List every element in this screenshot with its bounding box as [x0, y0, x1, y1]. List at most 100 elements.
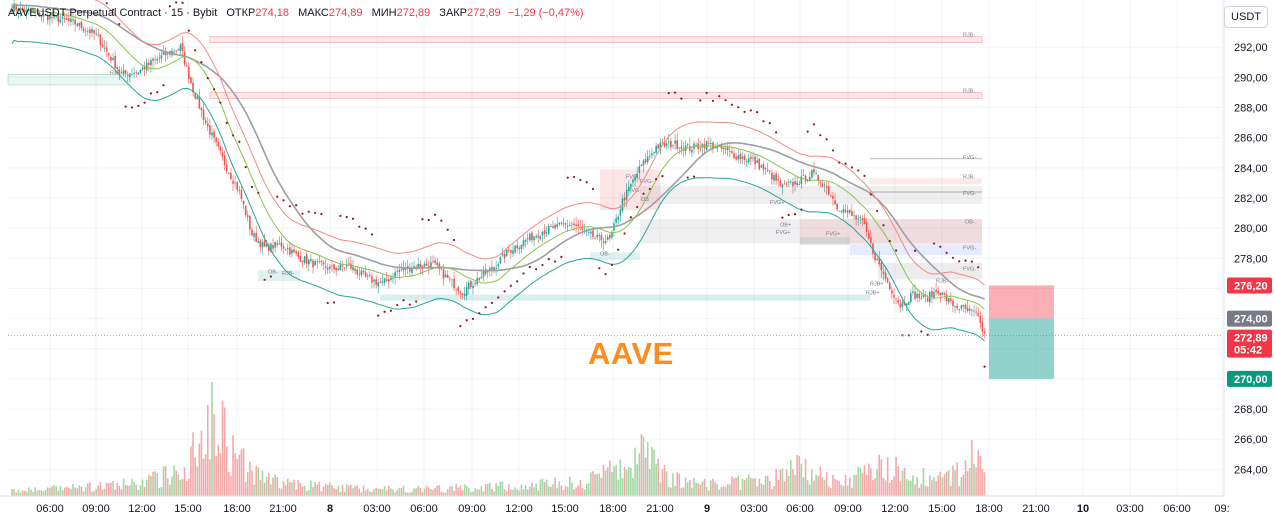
sar-dot [629, 216, 632, 219]
candle-body [293, 249, 295, 253]
volume-bar [802, 477, 805, 496]
entry-price-tag: 274,00 [1234, 314, 1268, 326]
candle-body [535, 236, 537, 238]
low-label: МИН [371, 7, 397, 19]
price-change: −1,29 (−0,47%) [507, 7, 584, 19]
candle-body [358, 274, 361, 276]
candle-body [194, 93, 196, 99]
sar-dot [724, 99, 727, 102]
candle-body [425, 263, 428, 266]
time-tick-label: 06:00 [1163, 503, 1191, 515]
candle-body [707, 143, 710, 144]
candle-body [910, 293, 912, 303]
volume-bar [49, 487, 51, 496]
volume-bar [823, 479, 826, 496]
candle-body [124, 70, 127, 74]
volume-bar [274, 474, 276, 496]
volume-bar [720, 487, 723, 496]
candle-body [724, 148, 727, 150]
volume-bar [558, 481, 561, 496]
candle-body [983, 331, 986, 334]
volume-bar [451, 485, 453, 496]
volume-bar [912, 475, 914, 496]
volume-bar [613, 466, 615, 496]
volume-bar [903, 467, 906, 496]
candle-body [44, 14, 47, 16]
candle-body [489, 268, 491, 271]
sar-dot [320, 212, 323, 216]
time-tick-label: 09:00 [834, 503, 862, 515]
volume-bar [811, 469, 813, 496]
entry-price-tag-bg [1227, 310, 1272, 327]
candle-body [133, 73, 135, 75]
sar-dot [124, 105, 127, 108]
volume-bar [848, 477, 851, 496]
volume-bar [636, 464, 638, 496]
sar-dot [945, 251, 948, 254]
candle-body [261, 242, 264, 248]
volume-bar [23, 490, 26, 496]
volume-bar [724, 486, 727, 496]
volume-bar [600, 478, 603, 496]
candle-body [131, 74, 133, 76]
volume-bar [497, 485, 500, 496]
volume-bar [834, 479, 836, 496]
volume-bar [478, 489, 481, 496]
candle-body [453, 278, 455, 289]
volume-bar [36, 490, 39, 496]
candle-body [672, 145, 674, 147]
sar-dot [219, 101, 222, 104]
volume-bar [739, 489, 742, 496]
candle-body [594, 237, 596, 239]
sar-dot [705, 91, 708, 94]
volume-bar [722, 486, 725, 496]
candle-body [600, 235, 603, 241]
candle-body [392, 278, 394, 280]
candle-body [834, 200, 836, 205]
price-tick-label: 268,00 [1234, 404, 1268, 416]
sar-dot [585, 181, 588, 184]
candle-body [375, 279, 377, 285]
zone-label: FVG- [963, 245, 976, 251]
candle-body [888, 282, 891, 290]
candle-body [507, 249, 510, 251]
candle-body [282, 246, 285, 249]
candle-body [566, 225, 569, 227]
candle-body [108, 53, 110, 56]
volume-bar [345, 483, 348, 496]
volume-bar [941, 477, 944, 496]
sar-dot [692, 175, 696, 178]
sar-dot [680, 97, 683, 100]
volume-bar [905, 479, 908, 496]
candle-body [122, 70, 125, 75]
volume-bar [817, 475, 820, 496]
sar-dot [497, 296, 500, 299]
currency-button[interactable]: USDT [1224, 6, 1268, 28]
candle-body [385, 279, 388, 281]
candle-body [606, 236, 609, 240]
volume-bar [649, 469, 651, 496]
time-tick-label: 06:00 [786, 503, 814, 515]
volume-bar [284, 485, 287, 496]
volume-bar [394, 492, 396, 496]
candle-body [943, 293, 946, 295]
candle-body [179, 44, 182, 51]
candle-body [495, 267, 497, 270]
candle-body [402, 267, 405, 271]
volume-bar [40, 490, 43, 496]
candle-body [318, 261, 321, 262]
volume-bar [425, 485, 428, 496]
zone-label: OB- [268, 269, 278, 275]
volume-bar [556, 488, 558, 496]
sar-dot [579, 178, 582, 182]
volume-bar [510, 489, 512, 496]
candle-body [457, 287, 460, 292]
candle-body [23, 9, 26, 13]
symbol-title: AAVEUSDT Perpetual Contract · 15 · Bybit [8, 7, 218, 19]
candle-body [470, 280, 472, 287]
volume-bar [255, 465, 257, 496]
volume-bar [385, 490, 388, 496]
volume-bar [973, 463, 975, 496]
smc-zone-box [258, 270, 300, 281]
